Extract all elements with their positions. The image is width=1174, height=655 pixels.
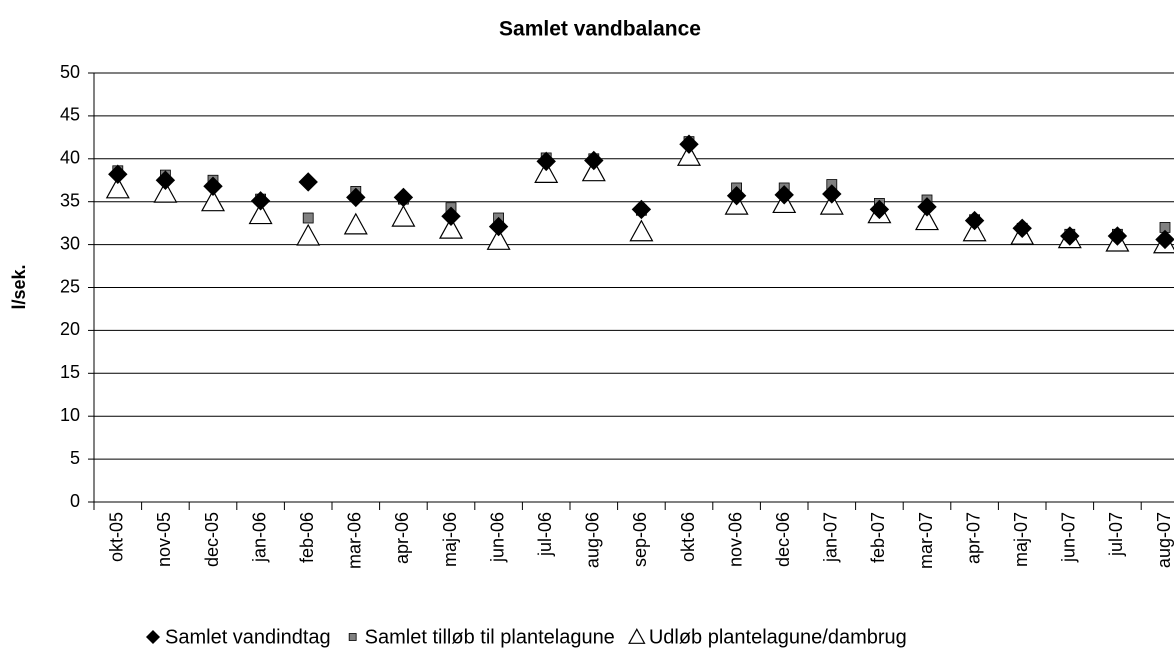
- diamond-marker: [1107, 226, 1128, 246]
- triangle-marker: [534, 161, 559, 183]
- chart-title: Samlet vandbalance: [499, 18, 701, 41]
- diamond-marker: [203, 176, 223, 196]
- y-tick-label: 25: [60, 276, 80, 296]
- y-tick-label: 5: [70, 448, 80, 468]
- x-tick-label: feb-07: [868, 512, 888, 563]
- diamond-marker: [1012, 218, 1032, 239]
- x-tick-label: jul-07: [1106, 512, 1126, 557]
- x-tick-label: apr-06: [392, 512, 412, 564]
- diamond-marker: [774, 185, 794, 205]
- diamond-marker: [726, 185, 747, 206]
- triangle-marker: [914, 208, 940, 231]
- triangle-marker: [343, 212, 368, 235]
- x-tick-label: apr-07: [963, 512, 983, 564]
- diamond-marker: [822, 184, 842, 204]
- diamond-marker: [393, 187, 414, 208]
- square-marker: [302, 212, 314, 224]
- x-tick-label: nov-06: [725, 512, 745, 567]
- triangle-marker: [628, 628, 646, 644]
- triangle-marker: [676, 143, 702, 166]
- y-tick-label: 15: [60, 362, 80, 382]
- diamond-marker: [250, 191, 271, 211]
- triangle-marker: [581, 159, 606, 182]
- y-tick-label: 50: [60, 62, 80, 82]
- triangle-marker: [391, 204, 416, 227]
- x-tick-label: dec-05: [202, 512, 222, 567]
- diamond-marker: [631, 199, 652, 220]
- x-tick-label: feb-06: [297, 512, 317, 563]
- x-tick-label: dec-06: [773, 512, 793, 567]
- y-tick-label: 20: [60, 319, 80, 339]
- x-tick-label: sep-06: [630, 512, 650, 567]
- x-tick-label: maj-06: [440, 512, 460, 567]
- legend-label: Samlet tilløb til plantelagune: [365, 626, 615, 648]
- diamond-marker: [145, 629, 161, 645]
- x-tick-label: maj-07: [1011, 512, 1031, 567]
- diamond-marker: [346, 187, 366, 208]
- x-tick-label: aug-07: [1154, 512, 1174, 568]
- diamond-marker: [536, 151, 556, 172]
- legend-label: Samlet vandindtag: [165, 626, 331, 648]
- x-tick-label: jul-06: [535, 512, 555, 557]
- diamond-marker: [441, 206, 461, 226]
- triangle-marker: [629, 219, 654, 242]
- x-tick-label: okt-05: [107, 512, 127, 562]
- x-tick-label: jan-07: [821, 512, 841, 563]
- x-tick-label: nov-05: [154, 512, 174, 567]
- x-tick-label: aug-06: [583, 512, 603, 568]
- y-tick-label: 30: [60, 233, 80, 253]
- triangle-marker: [962, 219, 987, 242]
- y-axis-label: l/sek.: [9, 264, 29, 309]
- x-tick-label: jun-06: [487, 512, 507, 563]
- y-tick-label: 10: [60, 405, 80, 425]
- diamond-marker: [679, 134, 699, 154]
- x-tick-label: okt-06: [678, 512, 698, 562]
- triangle-marker: [486, 228, 511, 250]
- diamond-marker: [1060, 226, 1080, 246]
- y-tick-label: 35: [60, 190, 80, 210]
- x-tick-label: mar-06: [345, 512, 365, 569]
- diamond-marker: [964, 210, 985, 231]
- triangle-marker: [819, 192, 844, 215]
- diamond-marker: [869, 199, 890, 220]
- x-tick-label: jan-06: [249, 512, 269, 563]
- diamond-marker: [1155, 229, 1174, 250]
- diamond-marker: [108, 164, 128, 184]
- triangle-marker: [438, 216, 464, 239]
- diamond-marker: [298, 172, 318, 192]
- square-marker: [348, 633, 357, 641]
- triangle-marker: [153, 180, 178, 203]
- triangle-marker: [105, 176, 130, 199]
- x-tick-label: jun-07: [1059, 512, 1079, 563]
- legend-label: Udløb plantelagune/dambrug: [649, 626, 907, 648]
- diamond-marker: [917, 197, 937, 217]
- y-tick-label: 40: [60, 148, 80, 168]
- y-tick-label: 0: [70, 491, 80, 511]
- diamond-marker: [584, 150, 604, 171]
- triangle-marker: [200, 189, 226, 212]
- y-tick-label: 45: [60, 105, 80, 125]
- diamond-marker: [155, 170, 176, 190]
- x-tick-label: mar-07: [916, 512, 936, 569]
- triangle-marker: [248, 202, 273, 225]
- triangle-marker: [296, 223, 321, 246]
- diamond-marker: [488, 216, 509, 237]
